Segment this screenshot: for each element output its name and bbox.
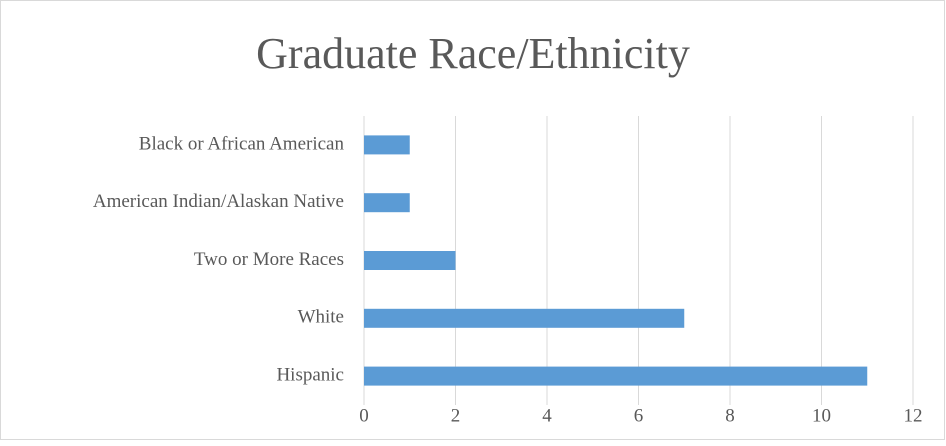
x-tick-label: 10 [812,405,831,426]
y-tick-label: Two or More Races [194,249,344,270]
bar [364,251,456,270]
bar [364,308,685,328]
bar [364,193,410,213]
x-tick-label: 8 [725,405,735,426]
x-tick-label: 12 [904,405,923,426]
y-tick-label: Black or African American [139,133,345,154]
chart-title: Graduate Race/Ethnicity [256,29,690,78]
x-tick-label: 6 [634,405,644,426]
x-tick-label: 4 [542,405,552,426]
y-tick-label: American Indian/Alaskan Native [93,191,344,212]
bar [364,366,868,386]
bar [364,135,410,155]
x-tick-label: 0 [359,405,369,426]
y-tick-label: White [298,307,344,328]
x-tick-label: 2 [451,405,461,426]
y-tick-label: Hispanic [276,364,344,385]
